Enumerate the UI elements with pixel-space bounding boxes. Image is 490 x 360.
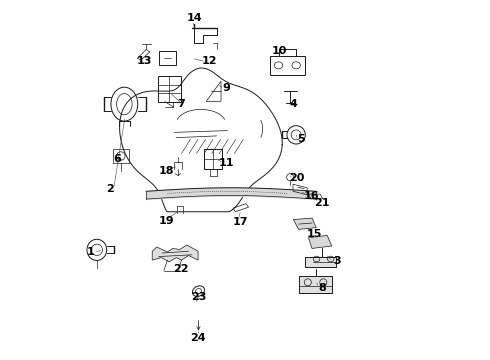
Polygon shape	[152, 245, 198, 262]
Text: 7: 7	[177, 99, 185, 109]
Text: 3: 3	[333, 256, 341, 266]
Text: 14: 14	[187, 13, 203, 23]
Text: 1: 1	[87, 247, 95, 257]
Text: 15: 15	[307, 229, 322, 239]
Text: 13: 13	[137, 56, 152, 66]
Bar	[204, 149, 222, 168]
Text: 4: 4	[290, 99, 297, 109]
Polygon shape	[309, 235, 332, 248]
Polygon shape	[294, 218, 316, 229]
Bar	[159, 51, 176, 66]
Bar	[299, 276, 332, 293]
Text: 18: 18	[159, 166, 174, 176]
Text: 20: 20	[290, 173, 305, 183]
Text: 16: 16	[303, 191, 319, 201]
Bar	[270, 56, 305, 75]
Text: 22: 22	[173, 264, 189, 274]
Text: 24: 24	[191, 333, 206, 343]
Text: 2: 2	[106, 184, 114, 194]
Text: 8: 8	[318, 283, 326, 293]
Text: 9: 9	[223, 82, 231, 93]
Bar	[158, 76, 181, 102]
Text: 19: 19	[159, 216, 174, 226]
Text: 11: 11	[219, 158, 234, 168]
Text: 21: 21	[314, 198, 330, 208]
Text: 6: 6	[113, 154, 121, 164]
Text: 5: 5	[297, 134, 305, 144]
Text: 17: 17	[233, 217, 248, 227]
Bar	[113, 149, 129, 163]
Bar	[305, 257, 336, 267]
Text: 10: 10	[272, 46, 287, 56]
Text: 12: 12	[201, 56, 217, 66]
Text: 23: 23	[191, 292, 206, 302]
